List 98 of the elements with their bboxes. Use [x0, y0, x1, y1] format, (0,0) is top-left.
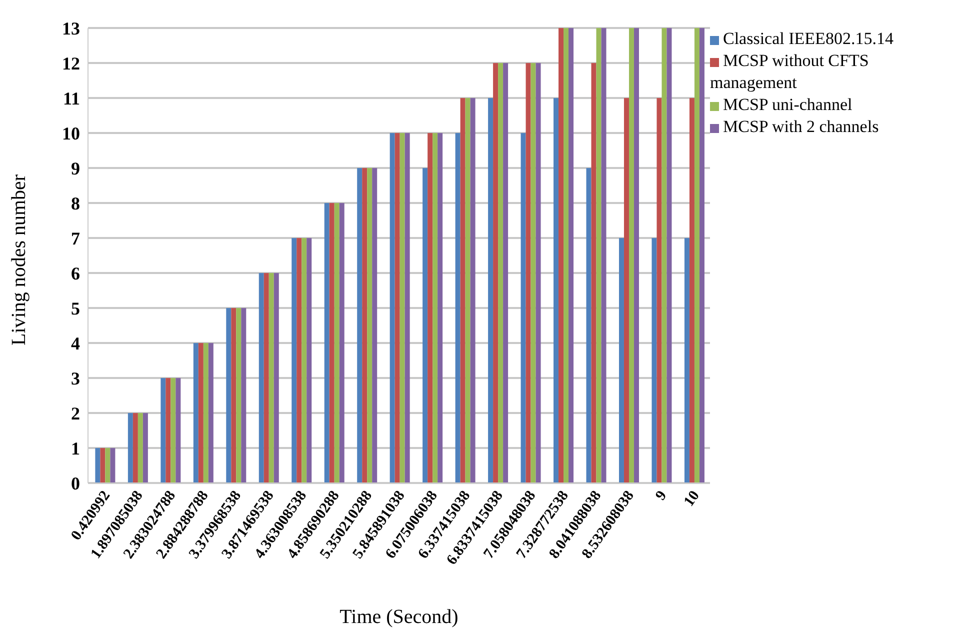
bar	[656, 98, 662, 483]
bar	[488, 98, 494, 483]
bar	[601, 28, 606, 483]
bar	[465, 98, 470, 483]
bar	[362, 168, 368, 483]
y-tick-label: 13	[62, 18, 80, 38]
legend-label: MCSP without CFTS management	[710, 51, 869, 92]
bar	[394, 133, 400, 483]
bar	[628, 28, 634, 483]
bar	[306, 238, 312, 483]
bar	[530, 63, 536, 483]
bar	[684, 238, 690, 483]
bar	[652, 238, 657, 483]
bar	[526, 63, 531, 483]
bar	[372, 168, 378, 483]
bar	[268, 273, 274, 483]
bar	[105, 448, 110, 483]
bar	[274, 273, 279, 483]
x-tick-label: 9	[652, 488, 670, 504]
bar	[432, 133, 438, 483]
bar	[241, 308, 246, 483]
bar	[292, 238, 297, 483]
bar	[460, 98, 466, 483]
bar	[699, 28, 704, 483]
bar	[586, 168, 592, 483]
bar	[176, 378, 181, 483]
bar	[618, 238, 624, 483]
bar	[166, 378, 171, 483]
bar	[591, 63, 596, 483]
bar	[132, 413, 138, 483]
bar	[142, 413, 148, 483]
bar	[470, 98, 476, 483]
bar	[666, 28, 672, 483]
bar	[498, 63, 504, 483]
bar	[357, 168, 362, 483]
bar	[624, 98, 629, 483]
y-tick-label: 4	[71, 333, 80, 354]
bar	[662, 28, 667, 483]
bar	[160, 378, 166, 483]
bar	[400, 133, 405, 483]
y-axis-title: Living nodes number	[8, 174, 30, 346]
bar	[334, 203, 340, 483]
bar	[596, 28, 602, 483]
bar	[138, 413, 143, 483]
y-tick-label: 12	[62, 53, 80, 74]
bar	[493, 63, 498, 483]
bar	[694, 28, 700, 483]
bar	[264, 273, 269, 483]
y-tick-label: 6	[71, 263, 80, 284]
legend-label: Classical IEEE802.15.14	[723, 29, 894, 48]
y-tick-label: 9	[71, 158, 80, 178]
bar	[367, 168, 372, 483]
bar	[296, 238, 302, 483]
bar	[208, 343, 214, 483]
legend-label: MCSP with 2 channels	[723, 117, 879, 136]
bar	[404, 133, 410, 483]
y-tick-label: 7	[71, 228, 80, 248]
bar	[203, 343, 208, 483]
bar	[302, 238, 307, 483]
bar	[520, 133, 526, 483]
bar	[564, 28, 569, 483]
bar	[110, 448, 116, 483]
bar	[198, 343, 204, 483]
bar	[258, 273, 264, 483]
bar	[170, 378, 176, 483]
bar	[634, 28, 639, 483]
bar	[329, 203, 334, 483]
y-tick-label: 0	[71, 473, 80, 494]
y-tick-label: 10	[62, 123, 80, 144]
y-tick-label: 8	[71, 193, 80, 214]
bar	[428, 133, 433, 483]
bar	[455, 133, 460, 483]
bar	[422, 168, 428, 483]
bar	[536, 63, 541, 483]
bar	[231, 308, 236, 483]
y-tick-label: 1	[71, 438, 80, 458]
legend-label: MCSP uni-channel	[723, 95, 852, 114]
y-tick-label: 5	[71, 298, 80, 318]
bar	[95, 448, 100, 483]
bar	[503, 63, 508, 483]
y-tick-label: 11	[62, 88, 80, 108]
bar	[689, 98, 694, 483]
bar	[128, 413, 133, 483]
bar	[568, 28, 574, 483]
y-tick-label: 3	[71, 368, 80, 388]
x-axis-title: Time (Second)	[340, 606, 458, 628]
bar	[100, 448, 106, 483]
bar	[390, 133, 395, 483]
bar	[558, 28, 564, 483]
y-tick-label: 2	[71, 403, 80, 424]
bar	[324, 203, 330, 483]
bar	[226, 308, 232, 483]
x-tick-label: 10	[681, 488, 703, 510]
bar	[339, 203, 344, 483]
bar	[236, 308, 242, 483]
bar	[554, 98, 559, 483]
bar	[438, 133, 443, 483]
bar	[193, 343, 198, 483]
